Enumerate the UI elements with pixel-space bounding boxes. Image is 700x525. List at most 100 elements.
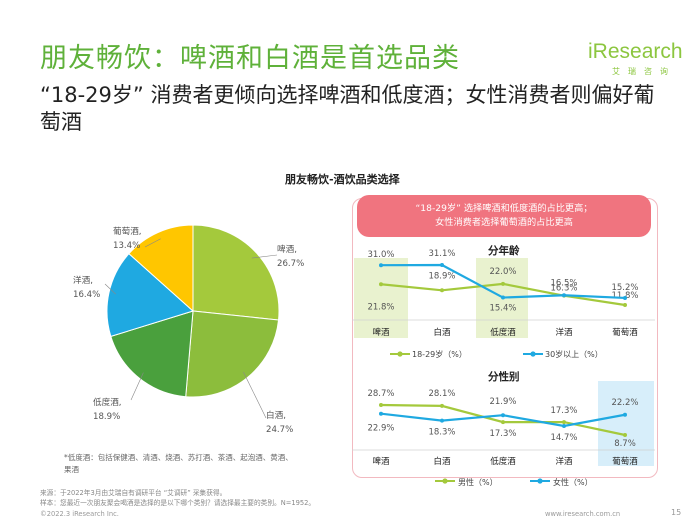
pie-label-beer: 啤酒, 26.7% bbox=[277, 243, 304, 271]
pie-label-wine-value: 13.4% bbox=[113, 241, 141, 251]
pie-leader-4 bbox=[144, 238, 161, 248]
pie-slice-3 bbox=[106, 252, 194, 338]
pie-label-lowalcohol: 低度酒, 18.9% bbox=[93, 396, 122, 424]
data-label-gender-1-2: 21.9% bbox=[489, 397, 516, 407]
page-title: 朋友畅饮：啤酒和白酒是首选品类 bbox=[40, 43, 460, 74]
series-point-gender-1-2 bbox=[501, 413, 505, 418]
pie-label-lowalcohol-value: 18.9% bbox=[93, 412, 121, 422]
age-legend-30plus: 30岁以上（%） bbox=[545, 350, 603, 359]
data-label-gender-0-2: 17.3% bbox=[489, 429, 516, 439]
pie-label-baijiu-name: 白酒, bbox=[266, 411, 286, 421]
gender-legend-female: 女性（%） bbox=[553, 478, 593, 487]
series-line-age-0 bbox=[379, 282, 627, 307]
pie-slice-2 bbox=[110, 310, 194, 398]
data-label-gender-1-3: 14.7% bbox=[550, 433, 577, 443]
pie-label-lowalcohol-name: 低度酒, bbox=[93, 398, 122, 408]
gender-category-beer: 啤酒 bbox=[372, 457, 390, 467]
data-label-age-0-1: 18.9% bbox=[428, 271, 455, 281]
pie-label-baijiu: 白酒, 24.7% bbox=[266, 409, 293, 437]
pie-label-wine-name: 葡萄酒, bbox=[113, 227, 142, 237]
banner-line-2: 女性消费者选择葡萄酒的占比更高 bbox=[435, 217, 573, 228]
source-line-2: 样本：您最近一次朋友聚会喝酒是选择的是以下哪个类别？请选择最主要的类别。N=19… bbox=[40, 499, 316, 507]
series-point-age-1-3 bbox=[562, 293, 566, 298]
age-category-wine: 葡萄酒 bbox=[612, 328, 638, 338]
iresearch-logo: iResearch bbox=[588, 40, 683, 63]
gender-category-baijiu: 白酒 bbox=[433, 457, 451, 467]
age-legend-18-29: 18-29岁（%） bbox=[412, 350, 467, 359]
pie-label-foreign: 洋酒, 16.4% bbox=[73, 274, 100, 302]
source-line-1: 来源：于2022年3月由艾瑞自有调研平台 “艾调研” 采集获得。 bbox=[40, 489, 227, 497]
source-text: 来源：于2022年3月由艾瑞自有调研平台 “艾调研” 采集获得。 样本：您最近一… bbox=[40, 488, 520, 508]
highlight-wine-gender bbox=[598, 381, 654, 466]
pie-slice-1 bbox=[185, 310, 280, 398]
website-link[interactable]: www.iresearch.com.cn bbox=[545, 510, 621, 518]
banner-line-1: “18-29岁” 选择啤酒和低度酒的占比更高； bbox=[415, 203, 593, 214]
series-point-gender-1-4 bbox=[623, 412, 627, 417]
page-subtitle: “18-29岁” 消费者更倾向选择啤酒和低度酒；女性消费者则偏好葡萄酒 bbox=[40, 83, 655, 134]
pie-leader-3 bbox=[104, 283, 116, 295]
chart-title: 朋友畅饮-酒饮品类选择 bbox=[285, 173, 400, 186]
data-label-gender-1-1: 18.3% bbox=[428, 428, 455, 438]
series-point-age-1-4 bbox=[623, 295, 627, 300]
series-point-age-0-1 bbox=[440, 288, 444, 293]
logo-chinese-text: 艾瑞咨询 bbox=[612, 67, 676, 76]
footnote-low-alcohol: *低度酒：包括保健酒、清酒、烧酒、苏打酒、茶酒、起泡酒、黄酒、果酒 bbox=[64, 453, 293, 474]
gender-chart-title: 分性别 bbox=[488, 371, 520, 383]
series-point-age-0-0 bbox=[379, 282, 383, 287]
legend-dot-gender-1 bbox=[537, 478, 543, 484]
pie-leader-0 bbox=[251, 254, 278, 259]
series-point-gender-0-1 bbox=[440, 403, 444, 408]
series-point-gender-0-4 bbox=[623, 433, 627, 437]
series-point-age-0-4 bbox=[623, 303, 627, 307]
pie-label-beer-value: 26.7% bbox=[277, 259, 305, 269]
data-label-gender-1-4: 22.2% bbox=[611, 398, 638, 408]
data-label-age-1-2: 15.4% bbox=[489, 304, 516, 314]
pie-leader-1 bbox=[243, 371, 267, 419]
series-point-gender-1-3 bbox=[562, 424, 566, 428]
page-number: 15 bbox=[671, 508, 682, 517]
pie-slice-4 bbox=[128, 224, 194, 313]
insight-banner: “18-29岁” 选择啤酒和低度酒的占比更高； 女性消费者选择葡萄酒的占比更高 bbox=[357, 195, 651, 237]
gender-category-wine: 葡萄酒 bbox=[612, 457, 638, 467]
series-point-gender-0-3 bbox=[562, 420, 566, 425]
gender-category-foreign: 洋酒 bbox=[555, 457, 573, 467]
age-category-lowalcohol: 低度酒 bbox=[490, 328, 516, 338]
pie-label-beer-name: 啤酒, bbox=[277, 245, 297, 255]
pie-label-wine: 葡萄酒, 13.4% bbox=[113, 225, 142, 253]
series-point-age-1-1 bbox=[440, 263, 444, 267]
legend-dot-gender-0 bbox=[442, 478, 448, 484]
copyright: ©2022.3 iResearch Inc. bbox=[40, 510, 119, 518]
series-point-gender-1-1 bbox=[440, 418, 444, 423]
series-point-gender-1-0 bbox=[379, 411, 383, 416]
data-label-gender-0-1: 28.1% bbox=[428, 389, 455, 399]
series-point-gender-0-0 bbox=[379, 403, 383, 407]
pie-leader-2 bbox=[130, 372, 144, 401]
age-chart-title: 分年龄 bbox=[488, 245, 520, 257]
data-label-age-1-4: 15.2% bbox=[611, 283, 638, 293]
data-label-gender-0-4: 8.7% bbox=[614, 439, 636, 449]
data-label-age-1-3: 16.5% bbox=[550, 278, 577, 288]
legend-dot-age-0 bbox=[397, 351, 403, 357]
age-category-foreign: 洋酒 bbox=[555, 328, 573, 338]
gender-category-lowalcohol: 低度酒 bbox=[490, 457, 516, 467]
pie-label-foreign-value: 16.4% bbox=[73, 290, 101, 300]
legend-dot-age-1 bbox=[530, 351, 536, 357]
pie-label-baijiu-value: 24.7% bbox=[266, 425, 294, 435]
series-point-gender-0-2 bbox=[501, 420, 505, 425]
data-label-gender-0-3: 17.3% bbox=[550, 406, 577, 416]
series-point-age-1-0 bbox=[379, 263, 383, 268]
series-point-age-0-2 bbox=[501, 281, 505, 286]
data-label-gender-0-0: 28.7% bbox=[367, 389, 394, 399]
age-category-beer: 啤酒 bbox=[372, 328, 390, 338]
data-label-age-1-0: 31.0% bbox=[367, 250, 394, 260]
series-point-age-1-2 bbox=[501, 295, 505, 300]
pie-slice-0 bbox=[192, 224, 280, 321]
data-label-age-0-3: 16.3% bbox=[550, 284, 577, 294]
age-category-baijiu: 白酒 bbox=[433, 328, 451, 338]
data-label-age-1-1: 31.1% bbox=[428, 249, 455, 259]
highlight-beer-age bbox=[354, 258, 408, 338]
gender-legend-male: 男性（%） bbox=[458, 478, 498, 487]
pie-label-foreign-name: 洋酒, bbox=[73, 276, 93, 286]
